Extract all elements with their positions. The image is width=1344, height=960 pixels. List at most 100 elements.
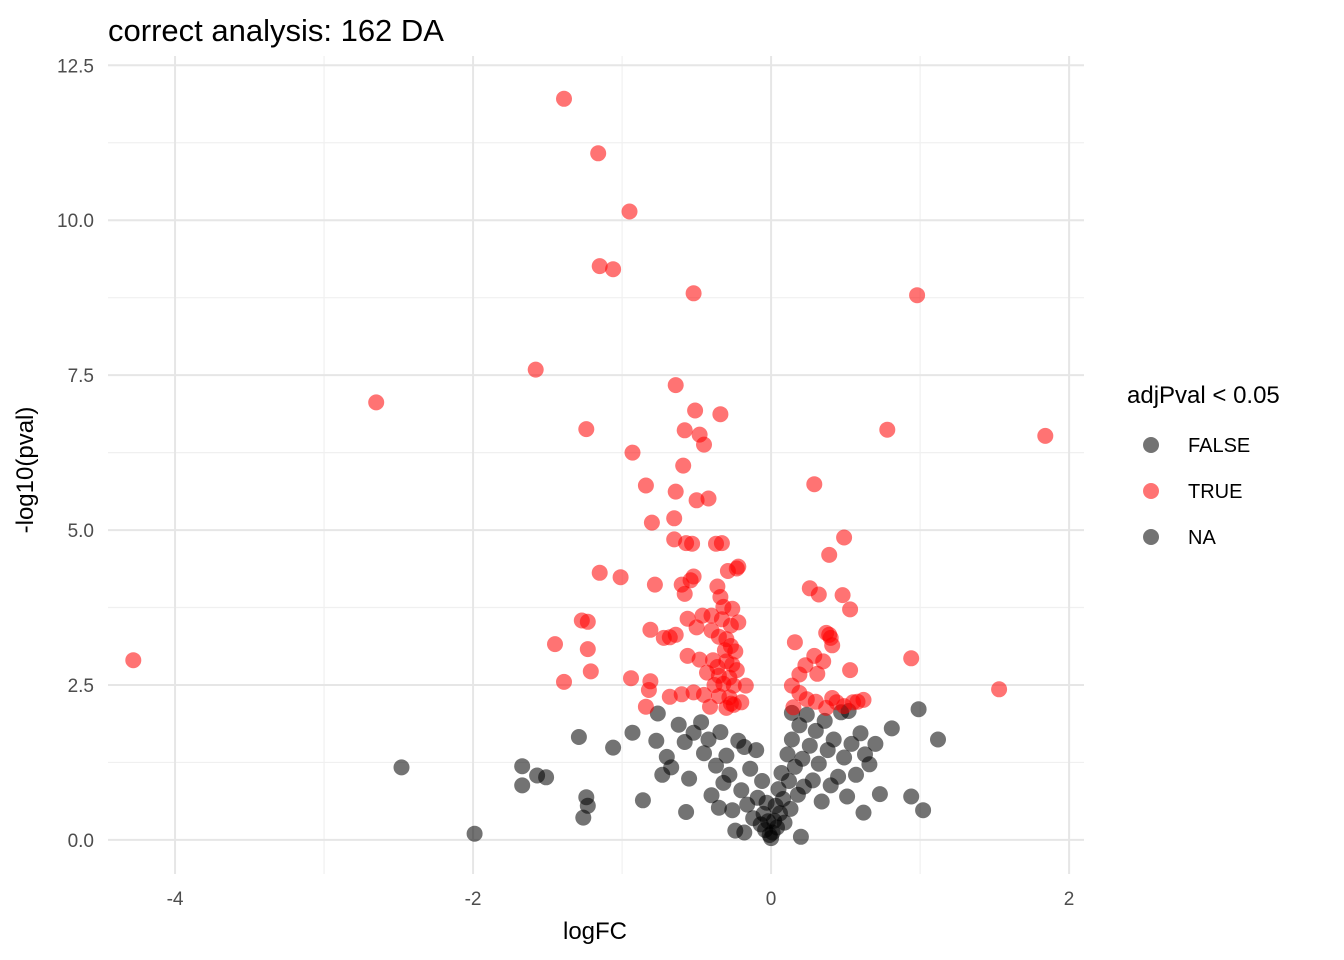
data-point-false — [634, 792, 651, 809]
data-point-false — [783, 731, 800, 748]
data-point-true — [621, 203, 638, 220]
data-point-false — [670, 716, 687, 733]
data-point-true — [675, 457, 692, 474]
data-point-false — [871, 786, 888, 803]
data-point-false — [575, 809, 592, 826]
data-point-false — [794, 750, 811, 767]
data-point-false — [801, 737, 818, 754]
data-point-true — [991, 681, 1008, 698]
data-point-false — [754, 773, 771, 789]
data-point-true — [691, 651, 708, 668]
data-point-true — [637, 698, 654, 715]
data-point-true — [842, 601, 859, 618]
data-point-false — [782, 800, 799, 817]
data-point-true — [842, 662, 859, 679]
data-point-true — [676, 585, 693, 602]
x-tick-label: -2 — [465, 889, 482, 910]
data-point-true — [815, 653, 832, 670]
data-point-false — [693, 714, 710, 731]
data-point-true — [642, 621, 659, 638]
data-point-true — [712, 406, 729, 423]
data-point-true — [624, 444, 641, 461]
data-point-true — [547, 636, 563, 653]
y-tick-label: 2.5 — [68, 676, 94, 697]
data-point-true — [879, 421, 896, 438]
data-point-true — [673, 686, 690, 703]
data-point-true — [684, 535, 701, 552]
data-point-false — [648, 732, 665, 749]
chart-title: correct analysis: 162 DA — [108, 13, 444, 48]
data-point-true — [719, 563, 736, 579]
data-point-false — [466, 825, 483, 842]
data-point-true — [806, 476, 823, 493]
data-point-true — [834, 587, 851, 604]
data-point-true — [556, 673, 572, 690]
data-point-true — [786, 634, 803, 651]
data-point-true — [646, 576, 663, 593]
data-point-true — [909, 287, 926, 304]
y-tick-label: 10.0 — [57, 211, 94, 232]
data-point-true — [718, 699, 735, 716]
data-point-false — [825, 731, 842, 748]
data-point-true — [612, 569, 629, 586]
data-point-false — [708, 757, 724, 774]
data-point-true — [836, 698, 853, 715]
data-point-true — [688, 619, 705, 636]
data-point-true — [1037, 427, 1054, 444]
data-point-false — [514, 758, 531, 775]
data-point-true — [903, 650, 920, 667]
data-point-false — [830, 768, 847, 785]
data-point-true — [810, 586, 827, 603]
data-point-false — [910, 701, 927, 718]
data-point-false — [816, 712, 833, 729]
data-point-true — [694, 607, 711, 624]
data-point-true — [685, 285, 702, 302]
data-point-true — [667, 377, 684, 394]
data-point-true — [679, 647, 696, 664]
data-point-false — [836, 749, 853, 766]
legend-label-true: TRUE — [1188, 481, 1242, 503]
y-tick-label: 12.5 — [57, 56, 94, 77]
data-point-true — [696, 686, 712, 703]
series-true-points — [125, 90, 1054, 716]
data-point-false — [663, 759, 680, 776]
data-point-true — [667, 483, 684, 500]
y-tick-label: 0.0 — [68, 831, 94, 852]
data-point-false — [700, 731, 717, 748]
data-point-false — [867, 735, 884, 752]
data-point-false — [930, 731, 946, 748]
y-tick-label: 5.0 — [68, 521, 94, 542]
data-point-false — [538, 769, 555, 786]
data-point-false — [839, 788, 856, 805]
data-point-false — [843, 735, 860, 752]
data-point-true — [640, 682, 657, 698]
data-point-false — [721, 766, 738, 783]
data-point-true — [687, 402, 704, 419]
data-point-false — [724, 802, 741, 819]
series-false-points — [393, 701, 946, 847]
legend-label-na: NA — [1188, 527, 1216, 549]
data-point-true — [556, 90, 572, 107]
data-point-false — [779, 746, 796, 763]
grid — [108, 56, 1084, 874]
data-point-false — [792, 828, 809, 845]
data-point-false — [915, 802, 932, 819]
data-point-true — [579, 613, 596, 630]
legend-swatch-true — [1143, 483, 1159, 499]
data-point-false — [810, 755, 827, 772]
data-point-false — [861, 756, 878, 773]
data-point-true — [836, 529, 853, 546]
data-point-true — [637, 477, 654, 494]
data-point-true — [713, 535, 730, 552]
data-point-true — [818, 699, 835, 716]
x-axis-label: logFC — [563, 918, 627, 945]
x-tick-labels: -4 -2 0 2 — [167, 889, 1075, 910]
data-point-true — [527, 361, 544, 378]
data-point-false — [570, 729, 587, 745]
data-point-true — [591, 564, 608, 581]
legend: adjPval < 0.05 FALSE TRUE NA — [1127, 382, 1280, 549]
data-point-true — [824, 637, 841, 654]
y-tick-label: 7.5 — [68, 366, 94, 387]
data-point-true — [688, 492, 705, 509]
